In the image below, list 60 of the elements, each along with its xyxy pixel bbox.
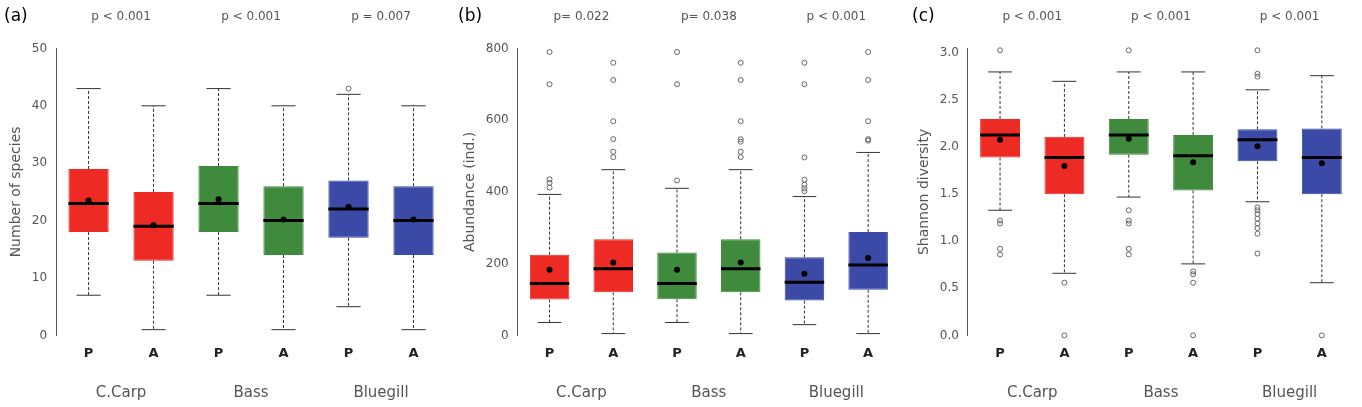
y-tick-label: 1.0	[939, 233, 959, 248]
text: C.Carp	[95, 382, 147, 401]
text: p < 0.001	[806, 9, 867, 24]
y-tick-label: 2.0	[939, 139, 959, 154]
x-tick-label: A	[863, 344, 874, 360]
x-tick-label: A	[1316, 344, 1327, 360]
x-tick-label: A	[1188, 344, 1199, 360]
x-tick-label: A	[408, 344, 419, 360]
x-tick-label: P	[672, 344, 682, 360]
text: p < 0.001	[91, 9, 151, 24]
text: Bluegill	[353, 382, 409, 401]
y-tick-label: 1.5	[939, 186, 959, 201]
y-tick-label: 40	[31, 97, 48, 112]
x-tick-label: P	[213, 344, 224, 360]
text: p= 0.038	[680, 9, 737, 24]
x-tick-label: P	[799, 344, 810, 360]
text: p < 0.001	[221, 9, 281, 24]
text: C.Carp	[1006, 382, 1058, 401]
y-tick-label: 0.0	[939, 327, 959, 342]
y-axis-title: Number of species	[7, 126, 24, 258]
y-tick-label: 400	[485, 184, 509, 199]
text: Bluegill	[808, 382, 864, 401]
x-tick-label: A	[1059, 344, 1070, 360]
y-tick-label: 0.5	[939, 280, 959, 295]
x-tick-label: A	[735, 344, 746, 360]
y-tick-label: 20	[31, 212, 48, 227]
chart-title: (a)	[4, 4, 28, 25]
chart-title: (b)	[458, 4, 483, 25]
x-tick-label: A	[608, 344, 619, 360]
text: p < 0.001	[1002, 9, 1063, 24]
text: Bass	[1143, 382, 1179, 401]
y-axis-title: Abundance (ind.)	[461, 131, 478, 253]
text: C.Carp	[556, 382, 607, 401]
x-tick-label: P	[83, 344, 94, 360]
x-tick-label: A	[278, 344, 289, 360]
y-tick-label: 30	[31, 155, 48, 170]
y-tick-label: 3.0	[939, 45, 959, 60]
chart-title: (c)	[912, 4, 935, 25]
text: Bluegill	[1262, 382, 1318, 401]
text: p < 0.001	[1131, 9, 1191, 24]
x-tick-label: P	[1252, 344, 1263, 360]
y-axis-title: Shannon diversity	[915, 128, 932, 256]
y-tick-label: 800	[485, 40, 509, 55]
text: Bass	[233, 382, 269, 401]
x-tick-label: P	[995, 344, 1005, 360]
y-tick-label: 200	[485, 255, 509, 270]
y-tick-label: 10	[31, 270, 48, 285]
text: Bass	[691, 382, 727, 401]
y-tick-label: 0	[501, 327, 509, 342]
x-tick-label: P	[544, 344, 555, 360]
y-tick-label: 50	[31, 40, 48, 55]
x-tick-label: A	[148, 344, 159, 360]
x-tick-label: P	[343, 344, 354, 360]
y-tick-label: 600	[485, 112, 509, 127]
y-tick-label: 2.5	[939, 92, 959, 107]
text: p = 0.007	[351, 9, 411, 24]
text: p < 0.001	[1259, 9, 1320, 24]
x-tick-label: P	[1124, 344, 1134, 360]
text: p= 0.022	[553, 9, 610, 24]
y-tick-label: 0	[39, 327, 48, 342]
